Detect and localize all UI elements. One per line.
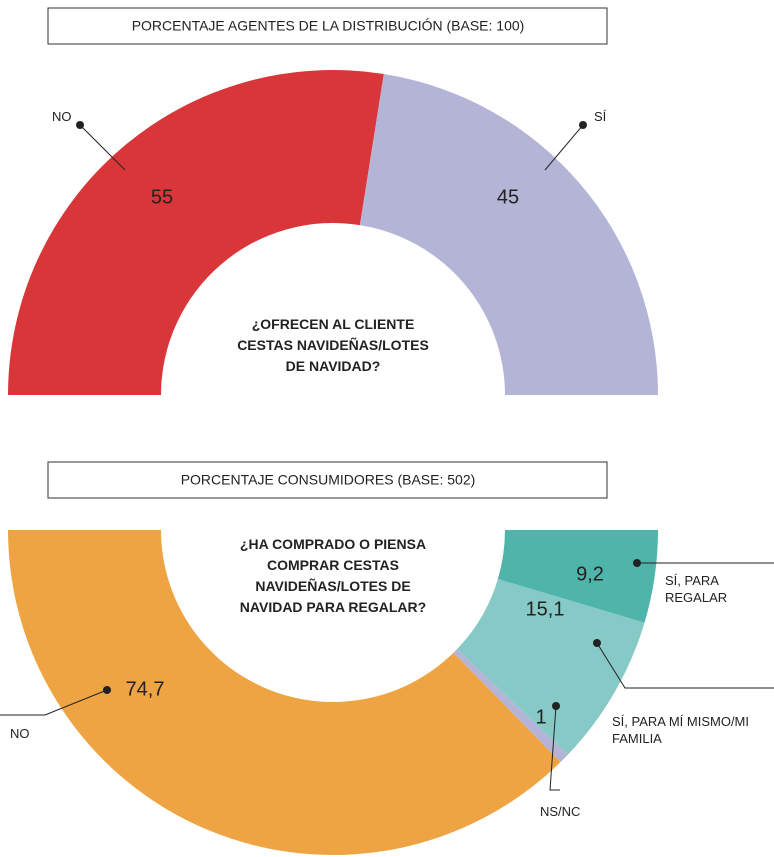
category-label: SÍ, PARA REGALAR [665,573,728,605]
title-box [47,461,608,499]
value-label: 9,2 [576,563,604,585]
category-label: SÍ [594,109,607,124]
value-label: 55 [151,186,173,208]
value-label: 15,1 [526,598,565,620]
center-text-line: NAVIDEÑAS/LOTES DE [255,577,410,594]
leader-line [0,689,108,716]
donut-segment [8,70,384,396]
center-text-line: ¿HA COMPRADO O PIENSA [240,536,426,552]
leader-dot [103,686,111,694]
category-label: NO [52,109,72,124]
center-text-line: CESTAS NAVIDEÑAS/LOTES [237,336,429,353]
center-text-line: ¿OFRECEN AL CLIENTE [252,316,415,332]
center-text-line: DE NAVIDAD? [286,358,381,374]
leader-dot [579,121,587,129]
value-label: 45 [497,186,519,208]
center-text-line: COMPRAR CESTAS [267,557,399,573]
leader-dot [76,121,84,129]
category-label: NS/NC [540,804,581,819]
leader-dot [633,559,641,567]
leader-line [79,124,126,171]
leader-line [596,642,774,689]
value-label: 1 [535,706,546,728]
value-label: 74,7 [126,678,165,700]
center-text-line: NAVIDAD PARA REGALAR? [240,599,426,615]
chart-title: PORCENTAJE CONSUMIDORES (BASE: 502) [181,472,476,488]
center-text: ¿OFRECEN AL CLIENTE CESTAS NAVIDEÑAS/LOTE… [237,316,429,374]
leader-line [544,124,584,171]
donut-segment [359,74,658,396]
category-label: SÍ, PARA MÍ MISMO/MI FAMILIA [612,714,749,746]
donut-segment [457,579,645,755]
donut-segment [497,530,658,623]
donut-segment [453,648,568,762]
center-text: ¿HA COMPRADO O PIENSA COMPRAR CESTAS NAVID… [240,536,426,615]
leader-dot [552,702,560,710]
title-box [47,7,608,45]
chart-title: PORCENTAJE AGENTES DE LA DISTRIBUCIÓN (B… [132,18,525,34]
donut-segment [8,530,561,855]
leader-dot [593,639,601,647]
leader-line [549,705,560,791]
category-label: NO [10,726,30,741]
